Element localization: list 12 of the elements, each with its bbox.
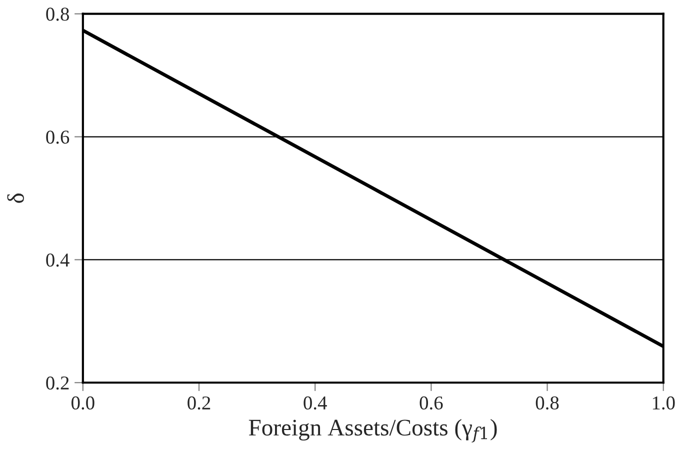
x-tick-label: 0.8 (536, 396, 559, 410)
y-tick-label: 0.2 (46, 376, 69, 390)
y-tick-label: 0.6 (46, 130, 70, 144)
x-tick-label: 0.2 (188, 396, 210, 410)
x-tick-label: 1.0 (652, 396, 675, 410)
x-tick-label: 0.4 (304, 396, 327, 410)
y-axis-title: δ (7, 194, 24, 203)
x-tick-label: 0.0 (72, 396, 94, 410)
y-tick-label: 0.8 (46, 8, 69, 21)
y-tick-label: 0.4 (46, 254, 70, 267)
x-axis-title: Foreign Assets/Costs (γ$_{f1}$) (248, 419, 497, 443)
x-tick-label: 0.6 (420, 396, 443, 410)
